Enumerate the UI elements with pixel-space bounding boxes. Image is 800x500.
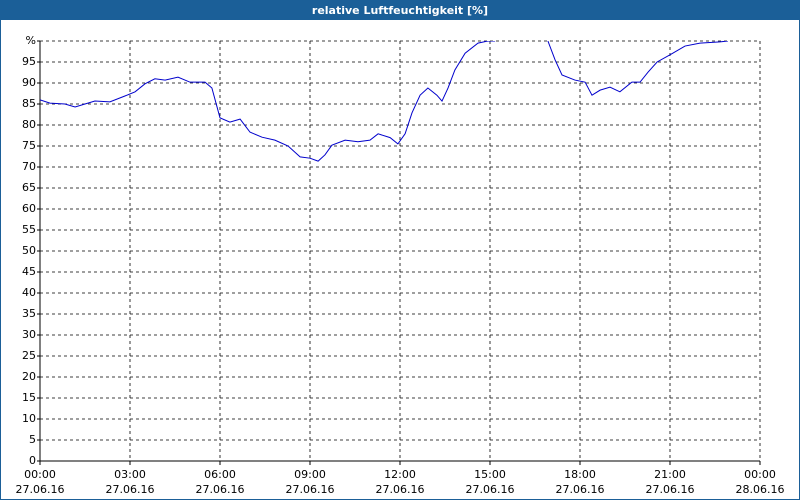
y-tick-label: 80 [22, 118, 36, 131]
x-tick-date: 28.06.16 [736, 483, 785, 496]
y-tick-label: 85 [22, 97, 36, 110]
x-tick-date: 27.06.16 [16, 483, 65, 496]
x-tick-label: 12:00 [384, 468, 416, 481]
y-tick-label: 35 [22, 307, 36, 320]
title-bar [0, 0, 800, 20]
x-tick-date: 27.06.16 [556, 483, 605, 496]
y-tick-label: 75 [22, 139, 36, 152]
x-tick-label: 09:00 [294, 468, 326, 481]
x-tick-date: 27.06.16 [106, 483, 155, 496]
y-tick-label: 5 [29, 433, 36, 446]
y-tick-label: 45 [22, 265, 36, 278]
x-tick-date: 27.06.16 [196, 483, 245, 496]
x-tick-label: 15:00 [474, 468, 506, 481]
x-tick-label: 03:00 [114, 468, 146, 481]
x-tick-date: 27.06.16 [376, 483, 425, 496]
y-tick-label: 0 [29, 454, 36, 467]
y-tick-label: 90 [22, 76, 36, 89]
y-tick-label: 40 [22, 286, 36, 299]
x-tick-label: 00:00 [24, 468, 56, 481]
x-tick-label: 06:00 [204, 468, 236, 481]
x-tick-date: 27.06.16 [286, 483, 335, 496]
x-tick-date: 27.06.16 [466, 483, 515, 496]
humidity-line [40, 41, 728, 162]
x-tick-label: 00:00 [744, 468, 776, 481]
y-tick-label: 10 [22, 412, 36, 425]
y-tick-label: 95 [22, 55, 36, 68]
x-tick-label: 21:00 [654, 468, 686, 481]
y-tick-label: 70 [22, 160, 36, 173]
x-tick-date: 27.06.16 [646, 483, 695, 496]
y-tick-label: 20 [22, 370, 36, 383]
y-tick-label: 15 [22, 391, 36, 404]
x-tick-label: 18:00 [564, 468, 596, 481]
y-tick-label: 30 [22, 328, 36, 341]
chart-title: relative Luftfeuchtigkeit [%] [312, 4, 488, 17]
y-tick-label: 65 [22, 181, 36, 194]
y-tick-label: 25 [22, 349, 36, 362]
grid [39, 40, 761, 462]
y-tick-label: 55 [22, 223, 36, 236]
y-tick-label: % [26, 34, 36, 47]
y-tick-label: 50 [22, 244, 36, 257]
y-tick-label: 60 [22, 202, 36, 215]
